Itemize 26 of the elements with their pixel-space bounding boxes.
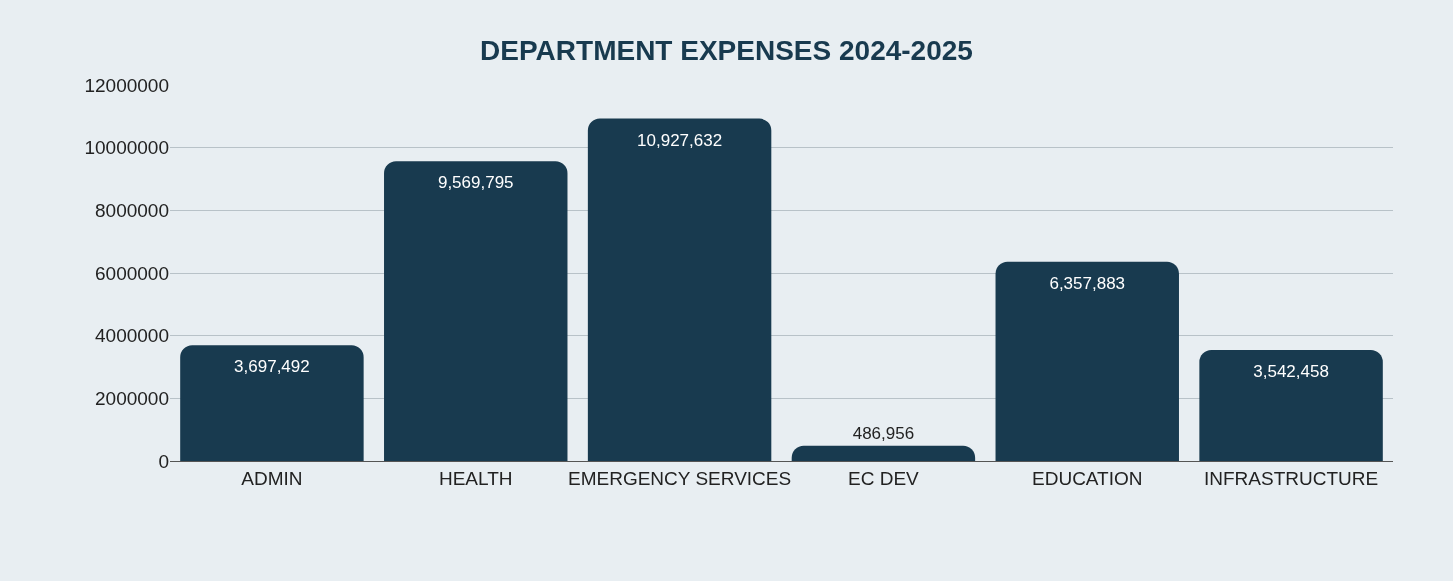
y-tick-label: 4000000 bbox=[95, 325, 169, 347]
y-tick-label: 0 bbox=[158, 450, 169, 472]
y-tick-label: 6000000 bbox=[95, 262, 169, 284]
x-tick-label: EC DEV bbox=[848, 467, 920, 489]
x-tick-label: EDUCATION bbox=[1032, 467, 1143, 489]
data-label: 3,697,492 bbox=[234, 357, 310, 377]
x-tick-label: INFRASTRUCTURE bbox=[1203, 467, 1379, 489]
x-tick-label: EMERGENCY SERVICES bbox=[568, 467, 792, 489]
bar bbox=[791, 445, 976, 461]
bar bbox=[180, 345, 364, 461]
y-tick-label: 2000000 bbox=[95, 387, 169, 409]
bar bbox=[995, 261, 1179, 461]
data-label: 10,927,632 bbox=[637, 130, 723, 150]
bar bbox=[1199, 350, 1383, 461]
data-label: 9,569,795 bbox=[437, 173, 514, 193]
data-label: 3,542,458 bbox=[1253, 362, 1329, 381]
bar bbox=[587, 118, 772, 461]
y-tick-label: 8000000 bbox=[95, 199, 169, 221]
y-tick-label: 12000000 bbox=[84, 74, 169, 96]
chart-title: DEPARTMENT EXPENSES 2024-2025 bbox=[480, 35, 973, 67]
data-label: 6,357,883 bbox=[1049, 273, 1126, 293]
data-label: 486,956 bbox=[852, 423, 915, 443]
x-tick-label: HEALTH bbox=[438, 467, 513, 489]
bar bbox=[384, 161, 568, 461]
y-tick-label: 10000000 bbox=[84, 137, 169, 159]
x-tick-label: ADMIN bbox=[241, 467, 303, 489]
